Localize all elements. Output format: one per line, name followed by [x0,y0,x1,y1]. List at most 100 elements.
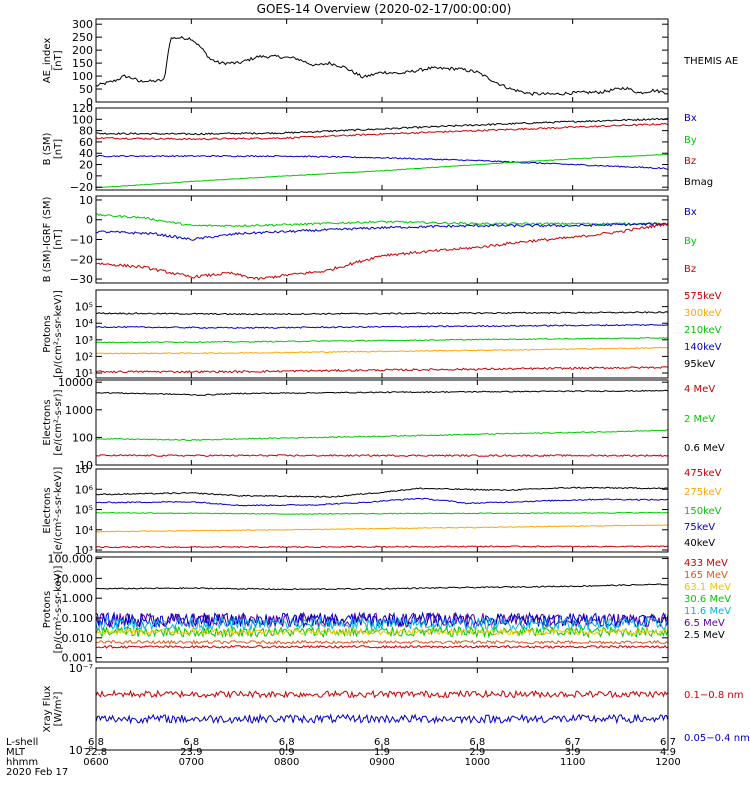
legend-entry: 11.6 MeV [684,606,731,617]
series-b_igrf-2 [96,222,668,281]
y-tick-label: 120 [72,102,93,115]
y-tick-label: 10⁴ [75,317,94,330]
legend-entry: 300keV [684,308,722,319]
y-tick-label: −10 [70,234,93,247]
y-tick-label: 10⁻⁷ [69,662,93,675]
series-electrons_low-0 [96,486,668,498]
legend-entry: 0.05−0.4 nm [684,733,750,744]
y-tick-label: 200 [72,44,93,57]
y-tick-label: 10000 [58,376,93,389]
footer-row-label-mlt: MLT [6,747,26,758]
series-protons_low-2 [96,337,668,344]
y-tick-label: 10 [79,459,93,472]
legend-entry: 75keV [684,522,715,533]
footer-mlt-value: 2.9 [469,747,485,758]
series-ae-0 [96,35,668,96]
series-protons_low-1 [96,323,668,329]
y-axis-label: Electrons [42,399,53,445]
y-tick-label: 10¹ [75,367,93,380]
series-electrons_high-0 [96,389,668,397]
plot-frame [95,289,669,379]
footer-lshell-value: 6.8 [183,737,199,748]
y-axis-label: [nT] [53,229,64,249]
y-tick-label: 100.000 [48,553,94,566]
y-tick-label: 10⁷ [75,463,93,476]
footer-mlt-value: 23.9 [180,747,202,758]
legend-entry: Bx [684,207,697,218]
y-tick-label: 100 [72,70,93,83]
y-tick-label: 0.010 [62,632,94,645]
y-axis-label: [e/(cm²-s-sr-keV)] [53,467,64,555]
y-axis-label: [nT] [53,139,64,159]
legend-entry: 433 MeV [684,558,728,569]
series-electrons_low-1 [96,497,668,507]
y-tick-label: 10.000 [55,572,94,585]
legend-entry: 4 MeV [684,384,715,395]
footer-row-label-lshell: L-shell [6,737,38,748]
y-axis-label: [e/(cm²-s-sr)] [53,389,64,455]
y-axis-label: [p/(cm²-s-sr-keV)] [53,290,64,378]
series-electrons_low-2 [96,511,668,515]
y-axis-label: B (SM)-IGRF (SM) [42,197,53,283]
footer-hhmm-value: 0900 [369,757,394,768]
footer-hhmm-value: 1200 [655,757,680,768]
y-tick-label: 10⁶ [75,483,94,496]
plot-frame [95,18,669,103]
y-tick-label: 0 [86,214,93,227]
footer-hhmm-value: 0800 [274,757,299,768]
series-xray-0 [96,689,668,699]
y-tick-label: 0 [86,96,93,109]
series-protons_low-0 [96,311,668,316]
panel-xray: 10⁻⁸ 10⁻⁷ Xray Flux [W/m²] 0.1−0.8 nm 0.05−0.… [42,662,750,757]
series-protons_low-3 [96,346,668,355]
y-tick-label: 10³ [75,334,93,347]
y-axis-label: AE_index [42,38,53,84]
y-axis-label: [nT] [53,50,64,70]
y-tick-label: −20 [70,181,93,194]
panel-electrons_low: 10³ 10⁴ 10⁵ 10⁶ 10⁷ Electrons [e/(cm²-s-sr-keV… [42,463,722,557]
legend-entry: 575keV [684,291,722,302]
footer-lshell-value: 6.8 [279,737,295,748]
legend-entry: By [684,236,697,247]
y-axis-label: B (SM) [42,132,53,165]
legend-entry: 30.6 MeV [684,594,731,605]
y-axis-label: Electrons [42,487,53,533]
y-axis-label: Xray Flux [42,685,53,732]
footer-mlt-value: 1.9 [374,747,390,758]
y-tick-label: 10⁵ [75,301,93,314]
legend-entry: 210keV [684,325,722,336]
y-tick-label: 100 [72,113,93,126]
legend-entry: THEMIS AE [683,56,738,67]
legend-entry: 275keV [684,487,722,498]
plot-frame [95,195,669,284]
y-axis-label: Protons [42,591,53,628]
series-b_sm-1 [96,122,668,141]
y-tick-label: 10⁻⁸ [69,744,94,757]
y-tick-label: 0.100 [62,612,94,625]
legend-entry: 63.1 MeV [684,582,731,593]
footer-row-label-date: 2020 Feb 17 [6,767,68,778]
series-protons_high-3 [96,616,668,632]
y-tick-label: 40 [79,147,93,160]
y-tick-label: 0.001 [62,652,94,665]
y-tick-label: 10² [75,350,93,363]
y-tick-label: 1000 [65,404,93,417]
y-axis-label: Protons [42,315,53,352]
series-electrons_low-3 [96,524,668,533]
legend-entry: Bx [684,113,697,124]
legend-entry: 0.6 MeV [684,443,725,454]
plot-frame [95,379,669,466]
footer-mlt-value: 0.9 [279,747,295,758]
series-protons_high-0 [96,583,668,591]
y-tick-label: 20 [79,159,93,172]
footer-hhmm-value: 0700 [179,757,204,768]
y-tick-label: 100 [72,431,93,444]
y-axis-label: [p/(cm²-s-sr-keV)] [53,566,64,654]
footer-mlt-value: 22.8 [85,747,107,758]
legend-entry: 2.5 MeV [684,630,725,641]
series-b_igrf-1 [96,222,668,241]
panel-b_igrf: −30 −20 −10 0 10 B (SM)-IGRF (SM) [nT] Bx By Bz [42,194,697,286]
